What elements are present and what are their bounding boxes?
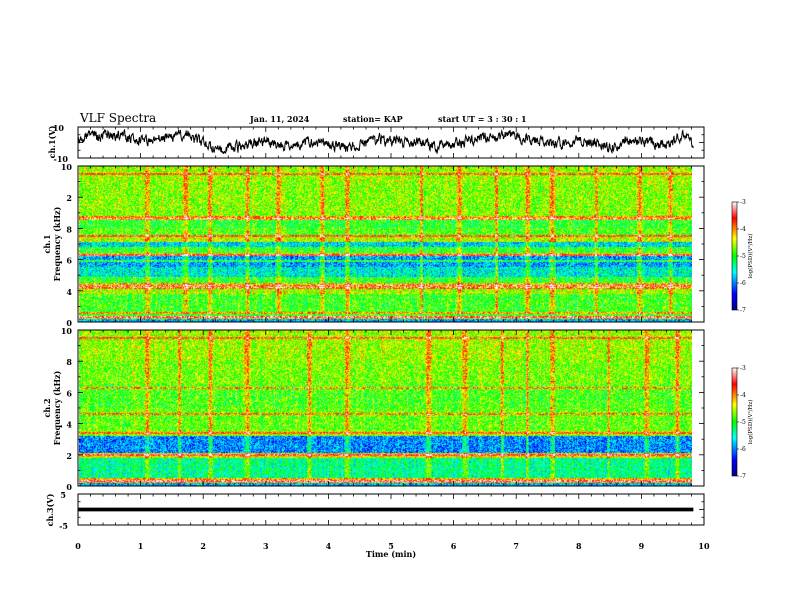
ch2-ytick-label: 8 — [66, 357, 72, 367]
ch2-ytick-label: 10 — [61, 326, 73, 336]
ch2-ytick-label: 6 — [66, 388, 72, 398]
ch1-ytick-label: 4 — [66, 287, 72, 297]
ch1-ytick-label: 8 — [66, 224, 72, 234]
time-tick-label: 1 — [138, 541, 144, 551]
ch3-waveform-panel: 5 -5 ch.3(V) — [45, 490, 705, 531]
time-tick-label: 4 — [326, 541, 332, 551]
ch2-spectrogram-image — [79, 330, 692, 486]
ch1-waveform-line — [77, 128, 694, 155]
ch1-ytick-label: 6 — [66, 256, 72, 266]
ch1-ytick-top: 10 — [53, 123, 65, 133]
time-axis-tick-labels: 0 1 2 3 4 5 6 7 8 9 10 — [75, 541, 710, 551]
ch3-ytick-bottom: -5 — [59, 521, 68, 531]
ch2-ytick-label: 2 — [66, 451, 72, 461]
ch3-waveform-ylabel: ch.3(V) — [45, 493, 55, 526]
figure-title: VLF Spectra — [79, 111, 156, 125]
ch2-ytick-label: 4 — [66, 420, 72, 430]
colorbar-tick-label: -5 — [740, 253, 746, 260]
colorbar-tick-label: -7 — [740, 307, 746, 314]
ch3-ytick-top: 5 — [60, 490, 66, 500]
ch2-frequency-ylabel: Frequency (kHz) — [52, 370, 62, 445]
time-tick-label: 5 — [388, 541, 394, 551]
colorbar-tick-label: -5 — [740, 419, 746, 426]
time-tick-label: 9 — [639, 541, 645, 551]
ch1-waveform-ylabel: ch.1(V) — [47, 125, 57, 158]
ch1-waveform-trace — [77, 128, 694, 155]
ch3-waveform-trace — [78, 507, 694, 512]
ch1-ytick-label: 2 — [66, 193, 72, 203]
ch1-waveform-panel: 10 -10 ch.1(V) — [47, 123, 705, 164]
ch1-ytick-label: 0 — [66, 318, 72, 328]
start-time-label: start UT = 3 : 30 : 1 — [438, 114, 527, 124]
ch2-channel-label: ch.2 — [42, 398, 52, 417]
time-tick-label: 6 — [451, 541, 457, 551]
ch1-spectrogram-ticks — [77, 165, 705, 323]
colorbar-tick-label: -3 — [740, 199, 746, 206]
ch2-ytick-label: 0 — [66, 482, 72, 492]
ch2-colorbar-ticks: -3 -4 -5 -6 -7 — [737, 365, 746, 480]
colorbar-tick-label: -3 — [740, 365, 746, 372]
time-tick-label: 2 — [200, 541, 206, 551]
ch1-frequency-ylabel: Frequency (kHz) — [52, 206, 62, 281]
colorbar-tick-label: -7 — [740, 473, 746, 480]
ch3-waveform-ticks — [77, 493, 705, 526]
ch1-ytick-label: 10 — [61, 162, 73, 172]
time-tick-label: 0 — [75, 541, 81, 551]
colorbar-tick-label: -4 — [740, 392, 746, 399]
station-label: station= KAP — [343, 114, 403, 124]
time-tick-label: 10 — [698, 541, 710, 551]
ch1-colorbar-ticks: -3 -4 -5 -6 -7 — [737, 199, 746, 314]
time-tick-label: 3 — [263, 541, 269, 551]
time-axis-label: Time (min) — [366, 549, 416, 559]
ch2-frequency-tick-labels: 10 8 6 4 2 0 — [61, 326, 73, 492]
ch3-waveform-line — [78, 507, 694, 512]
ch1-waveform-ticks — [77, 126, 705, 159]
ch2-spectrogram-ticks — [77, 329, 705, 487]
ch1-spectrogram-panel: 10 8 6 4 2 0 ch.1 Frequency (kHz) -3 -4 -5… — [42, 162, 754, 328]
colorbar-tick-label: -6 — [740, 280, 746, 287]
ch1-frequency-tick-labels: 10 8 6 4 2 0 — [61, 162, 73, 328]
ch1-colorbar-label: log(PSD)(V²/Hz) — [747, 234, 754, 279]
ch1-channel-label: ch.1 — [42, 234, 52, 253]
date-label: Jan. 11, 2024 — [249, 114, 310, 124]
time-tick-label: 8 — [576, 541, 582, 551]
ch2-colorbar — [731, 367, 738, 477]
colorbar-tick-label: -6 — [740, 446, 746, 453]
ch2-spectrogram-panel: 10 8 6 4 2 0 ch.2 Frequency (kHz) -3 -4 -5… — [42, 326, 754, 492]
time-tick-label: 7 — [513, 541, 519, 551]
colorbar-tick-label: -4 — [740, 226, 746, 233]
ch1-ytick-bottom: -10 — [54, 154, 69, 164]
ch1-colorbar — [731, 201, 738, 311]
ch2-colorbar-label: log(PSD)(V²/Hz) — [747, 400, 754, 445]
ch1-spectrogram-image — [79, 166, 692, 322]
